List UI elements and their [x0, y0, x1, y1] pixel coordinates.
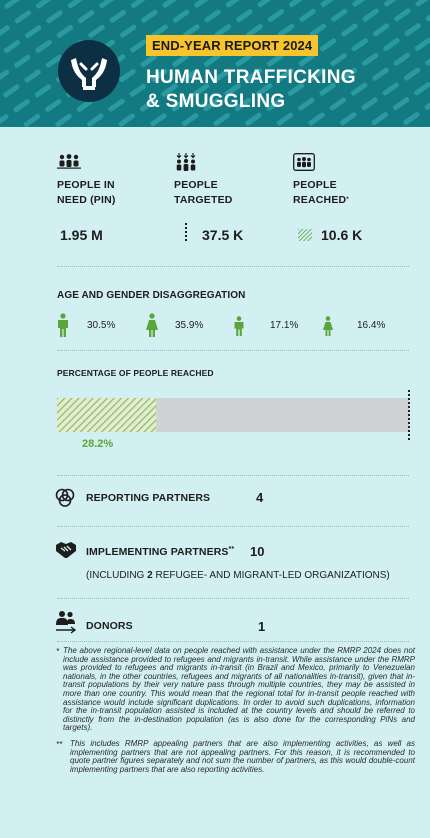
- reached-pct-label: 28.2%: [82, 438, 114, 450]
- age-pct: 35.9%: [175, 320, 204, 331]
- age-gender-title: AGE AND GENDER DISAGGREGATION: [57, 290, 246, 301]
- stat-label-line-1: PEOPLE IN: [57, 179, 115, 191]
- age-item-boy: 17.1%: [233, 313, 298, 337]
- divider: [57, 641, 409, 642]
- age-pct: 30.5%: [87, 320, 116, 331]
- reporting-partners-value: 4: [256, 490, 264, 505]
- title-line-1: HUMAN TRAFFICKING: [146, 67, 356, 88]
- stat-people-reached: PEOPLE REACHED* 10.6 K: [293, 153, 362, 243]
- stat-label-line-1: PEOPLE: [293, 179, 337, 191]
- title-line-2: & SMUGGLING: [146, 91, 286, 112]
- footnote-1-mark: *: [56, 647, 60, 656]
- stat-people-targeted: PEOPLE TARGETED 37.5 K: [174, 153, 243, 243]
- implementing-partners-label: IMPLEMENTING PARTNERS**: [86, 546, 234, 558]
- implementing-partners-value: 10: [250, 544, 265, 559]
- stat-label: PEOPLE IN NEED (PIN): [57, 178, 116, 208]
- handshake-icon: [54, 540, 78, 565]
- divider: [57, 526, 409, 527]
- man-icon: [58, 313, 68, 337]
- stat-value: 10.6 K: [321, 227, 363, 243]
- reached-progress-bar: [57, 398, 409, 432]
- donors-label: DONORS: [86, 620, 133, 632]
- age-pct: 17.1%: [270, 320, 299, 331]
- people-reached-icon: [293, 153, 349, 173]
- stat-label-line-2: REACHED: [293, 194, 347, 206]
- implementing-partners-text: IMPLEMENTING PARTNERS: [86, 546, 229, 558]
- target-marker: [408, 390, 410, 440]
- footnote-mark: **: [228, 546, 235, 553]
- age-item-woman: 35.9%: [145, 313, 203, 337]
- reached-title: PERCENTAGE OF PEOPLE REACHED: [57, 368, 214, 378]
- people-targeted-icon: [174, 153, 233, 173]
- footnote-2: This includes RMRP appealing partners th…: [70, 739, 415, 774]
- divider: [57, 350, 409, 351]
- donors-icon: [54, 610, 80, 639]
- stat-label-line-2: TARGETED: [174, 194, 233, 206]
- reached-progress-fill: [57, 398, 156, 432]
- reached-hatch-icon: [298, 228, 312, 246]
- page-title: HUMAN TRAFFICKING & SMUGGLING: [146, 66, 356, 114]
- report-badge: END-YEAR REPORT 2024: [146, 35, 319, 56]
- people-group-icon: [57, 153, 116, 173]
- footnote-1: The above regional-level data on people …: [63, 646, 415, 733]
- footnote-2-mark: **: [56, 740, 63, 749]
- note-suffix: REFUGEE- AND MIGRANT-LED ORGANIZATIONS): [152, 570, 390, 581]
- reporting-partners-label: REPORTING PARTNERS: [86, 492, 211, 504]
- targeted-marker-icon: [185, 223, 187, 241]
- boy-icon: [234, 316, 244, 336]
- age-item-girl: 16.4%: [322, 313, 385, 337]
- girl-icon: [323, 316, 333, 336]
- stat-value: 1.95 M: [60, 227, 103, 243]
- woman-icon: [146, 313, 158, 337]
- note-number: 2: [147, 570, 153, 581]
- age-item-man: 30.5%: [56, 313, 115, 337]
- report-header: END-YEAR REPORT 2024 HUMAN TRAFFICKING &…: [0, 0, 430, 127]
- stat-label: PEOPLE REACHED*: [293, 178, 349, 208]
- age-pct: 16.4%: [357, 320, 386, 331]
- stat-label-line-2: NEED (PIN): [57, 194, 116, 206]
- reporting-partners-icon: [54, 487, 76, 514]
- stat-label-line-1: PEOPLE: [174, 179, 218, 191]
- stat-label: PEOPLE TARGETED: [174, 178, 233, 208]
- stat-value: 37.5 K: [202, 227, 244, 243]
- divider: [57, 598, 409, 599]
- hands-freeing-icon: [58, 40, 120, 102]
- divider: [57, 266, 409, 267]
- implementing-partners-note: (INCLUDING 2 REFUGEE- AND MIGRANT-LED OR…: [86, 570, 390, 581]
- note-prefix: (INCLUDING: [86, 570, 148, 581]
- footnote-mark: *: [346, 197, 349, 203]
- divider: [57, 475, 409, 476]
- donors-value: 1: [258, 619, 266, 634]
- stat-people-in-need: PEOPLE IN NEED (PIN) 1.95 M: [57, 153, 116, 243]
